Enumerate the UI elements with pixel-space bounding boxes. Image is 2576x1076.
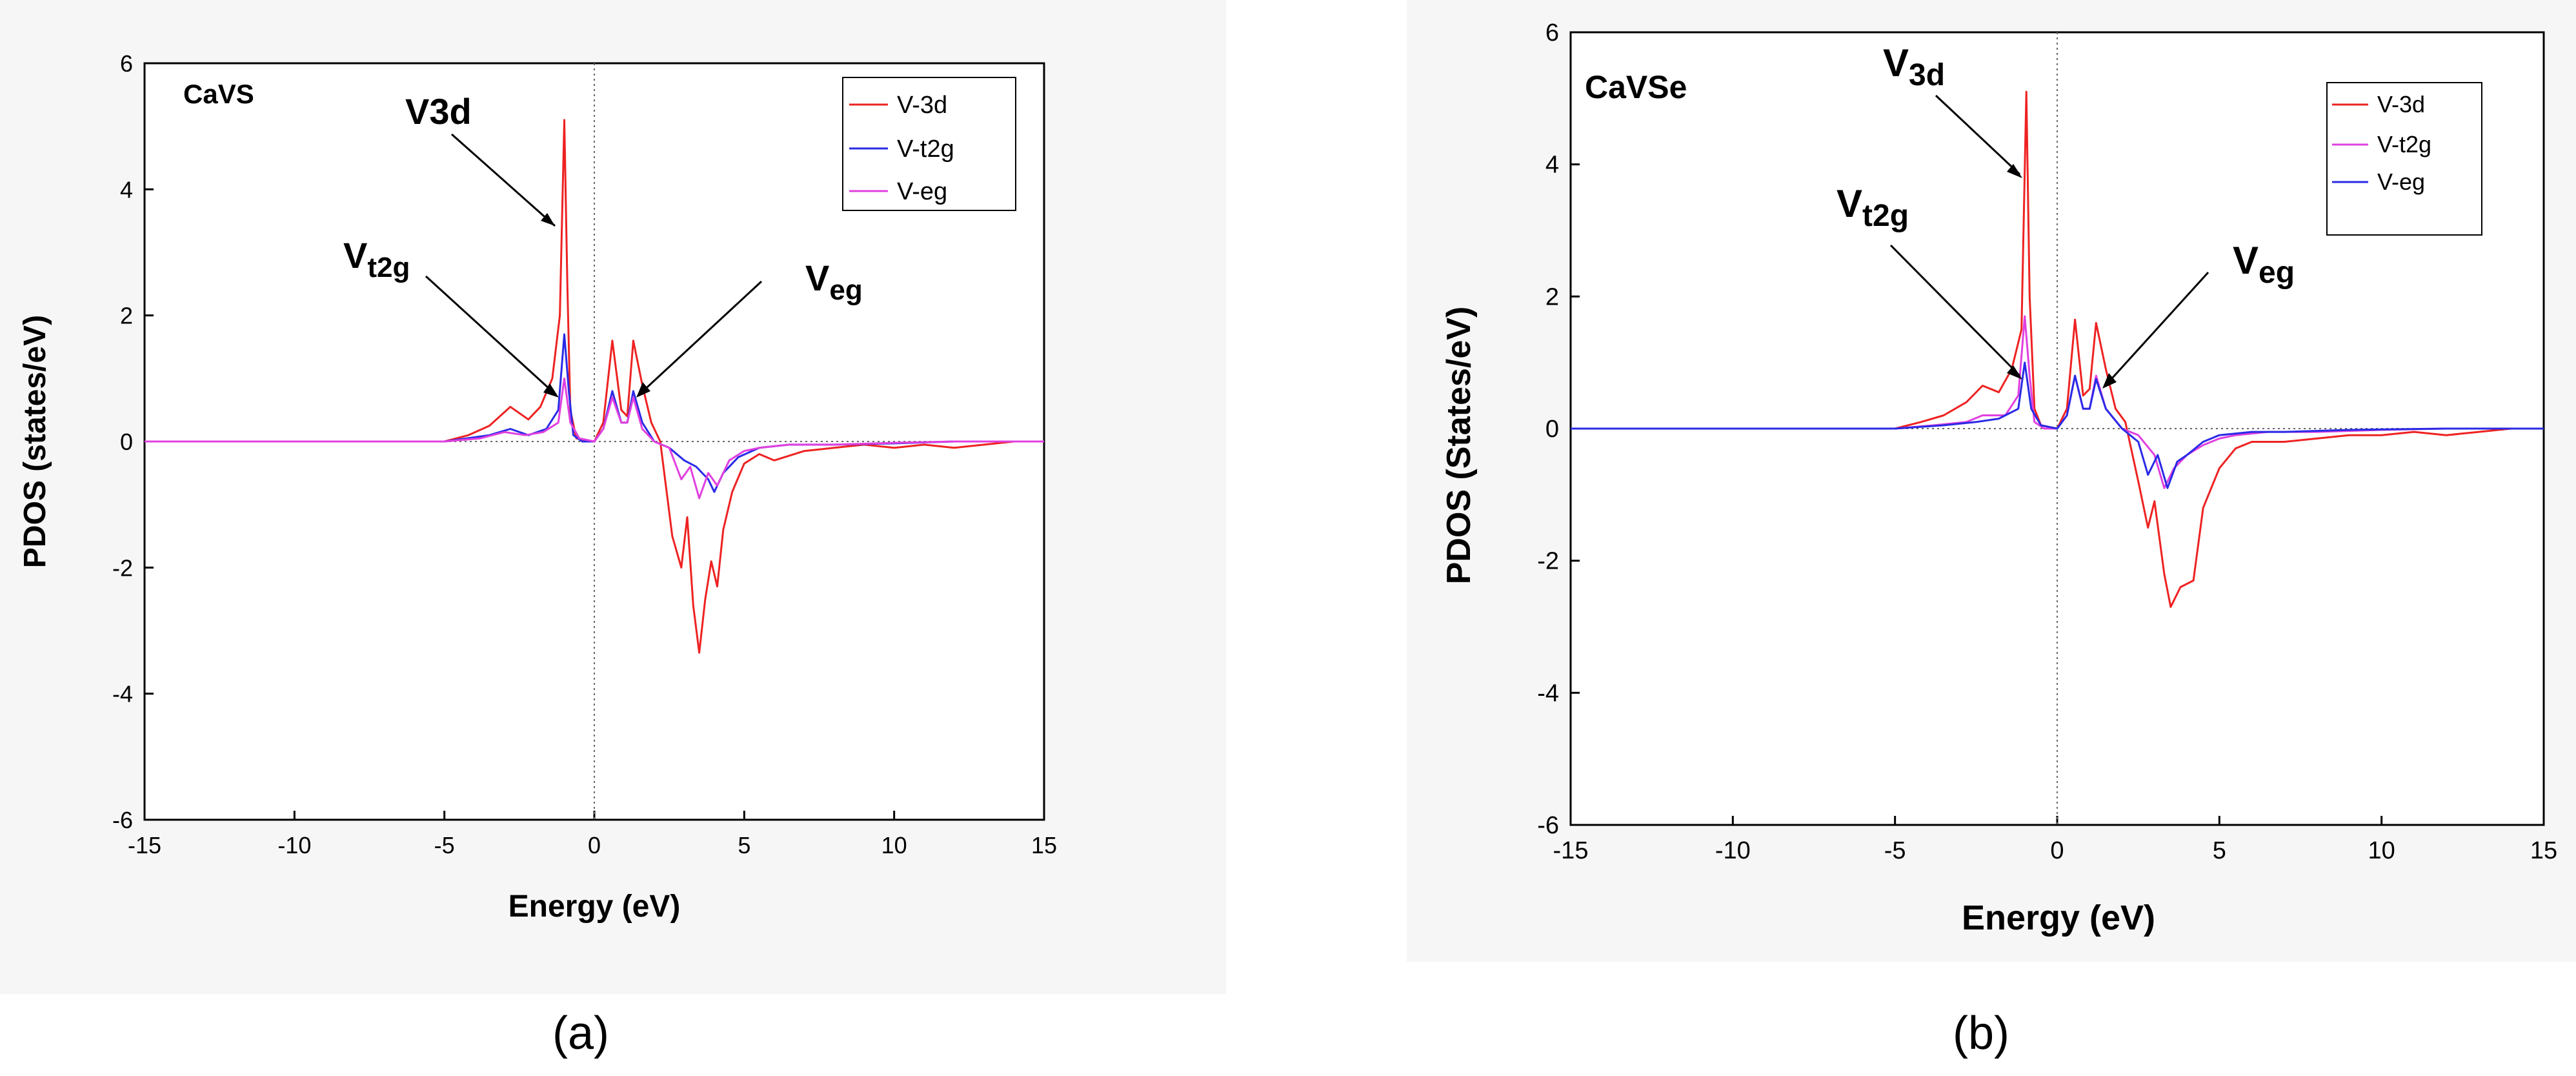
panel-b-series (1571, 90, 2544, 608)
y-tick-label: 6 (120, 50, 133, 77)
panel-a-legend-label-v3d: V-3d (897, 92, 947, 119)
panel-b-legend-box (2326, 82, 2482, 236)
panel-b-x-axis-label: Energy (eV) (1962, 898, 2155, 937)
panel-a-legend-label-t2g: V-t2g (897, 136, 954, 163)
panel-a-eg-arrow (639, 280, 763, 395)
panel-a-x-axis-label: Energy (eV) (508, 889, 681, 924)
panel-a-caption: (a) (552, 1008, 609, 1059)
x-tick-label: -10 (277, 832, 311, 858)
y-tick-label: 0 (1545, 416, 1559, 443)
panel-a-t2g-sub: t2g (367, 252, 410, 283)
panel-a-eg-annotation: Veg (805, 258, 863, 306)
panel-b-eg-arrowhead (2102, 373, 2117, 389)
x-tick-label: 10 (2368, 837, 2395, 864)
panel-b-compound-label: CaVSe (1585, 69, 1687, 105)
x-tick-label: -5 (434, 832, 455, 858)
panel-a-t2g-arrowhead (543, 383, 559, 398)
panel-a-v3d-annotation: V3d (405, 91, 472, 132)
x-tick-label: 0 (2050, 837, 2064, 864)
panel-b-eg-annotation: Veg (2233, 239, 2295, 290)
y-tick-label: -6 (112, 807, 133, 833)
y-tick-label: 6 (1545, 19, 1559, 46)
x-tick-label: -15 (1553, 837, 1589, 864)
panel-a-ticks: -15 -10 -5 0 5 10 15 -6 -4 -2 0 2 4 6 (112, 50, 1057, 858)
panel-b-t2g-arrow (1889, 244, 2021, 377)
x-tick-label: 15 (1031, 832, 1057, 858)
panel-b-t2g-main: V (1836, 182, 1862, 225)
panel-a-eg-main: V (805, 258, 829, 298)
series-line-v-3d (1571, 90, 2544, 608)
x-tick-label: 0 (588, 832, 601, 858)
panel-b-t2g-annotation: Vt2g (1836, 182, 1909, 233)
panel-a-legend: V-3d V-t2g V-eg (842, 77, 1016, 211)
panel-a-v3d-arrow (451, 133, 556, 227)
panel-a-v3d-arrowhead (541, 213, 555, 226)
y-tick-label: 4 (120, 176, 133, 203)
panel-b-eg-sub: eg (2259, 256, 2295, 290)
panel-b-legend-label-eg: V-eg (2377, 168, 2425, 195)
series-line-v-eg (145, 377, 1044, 500)
y-tick-label: -2 (112, 554, 133, 581)
x-tick-label: -10 (1715, 837, 1751, 864)
panel-b-v3d-sub: 3d (1909, 58, 1945, 92)
panel-a-series (145, 119, 1044, 654)
panel-b-v3d-arrowhead (2007, 164, 2022, 178)
panel-b-eg-main: V (2233, 239, 2259, 282)
panel-a-t2g-arrow (425, 275, 558, 396)
panel-a-legend-box (842, 77, 1016, 211)
y-tick-label: -4 (1537, 680, 1559, 707)
x-tick-label: -15 (128, 832, 161, 858)
panel-a-compound-label: CaVS (183, 79, 254, 109)
panel-b-caption: (b) (1953, 1008, 2009, 1059)
panel-b-legend-label-t2g: V-t2g (2377, 131, 2431, 157)
series-line-v-3d (145, 119, 1044, 654)
x-tick-label: -5 (1884, 837, 1906, 864)
panel-a-t2g-annotation: Vt2g (343, 235, 410, 283)
panel-b-ticks: -15 -10 -5 0 5 10 15 -6 -4 -2 0 2 4 6 (1537, 19, 2557, 864)
series-line-v-eg (1571, 361, 2544, 489)
panel-a: -15 -10 -5 0 5 10 15 -6 -4 -2 0 2 4 6 CaVS V3d Vt2g V… (18, 50, 1057, 1059)
x-tick-label: 15 (2530, 837, 2557, 864)
panel-a-eg-arrowhead (636, 382, 650, 398)
panel-b-y-axis-label: PDOS (States/eV) (1440, 307, 1478, 585)
panel-a-eg-sub: eg (829, 274, 862, 306)
panel-a-t2g-main: V (343, 235, 367, 276)
y-tick-label: -4 (112, 681, 133, 707)
x-tick-label: 5 (738, 832, 750, 858)
panel-b-v3d-main: V (1883, 41, 1909, 85)
panel-b-t2g-arrowhead (2007, 365, 2022, 380)
y-tick-label: 2 (120, 303, 133, 329)
panel-b-v3d-arrow (1935, 94, 2021, 176)
panel-a-y-axis-label: PDOS (states/eV) (18, 315, 52, 568)
y-tick-label: -2 (1537, 548, 1559, 575)
y-tick-label: 2 (1545, 283, 1559, 310)
x-tick-label: 5 (2213, 837, 2226, 864)
y-tick-label: -6 (1537, 812, 1559, 839)
panel-a-legend-label-eg: V-eg (897, 178, 947, 205)
x-tick-label: 10 (881, 832, 907, 858)
y-tick-label: 4 (1545, 152, 1559, 179)
panel-b-v3d-annotation: V3d (1883, 41, 1945, 92)
panel-b-legend-label-v3d: V-3d (2377, 91, 2425, 117)
panel-b-legend: V-3d V-t2g V-eg (2326, 82, 2482, 236)
panel-b-t2g-sub: t2g (1862, 199, 1909, 233)
y-tick-label: 0 (120, 429, 133, 455)
panel-b-eg-arrow (2105, 271, 2209, 386)
